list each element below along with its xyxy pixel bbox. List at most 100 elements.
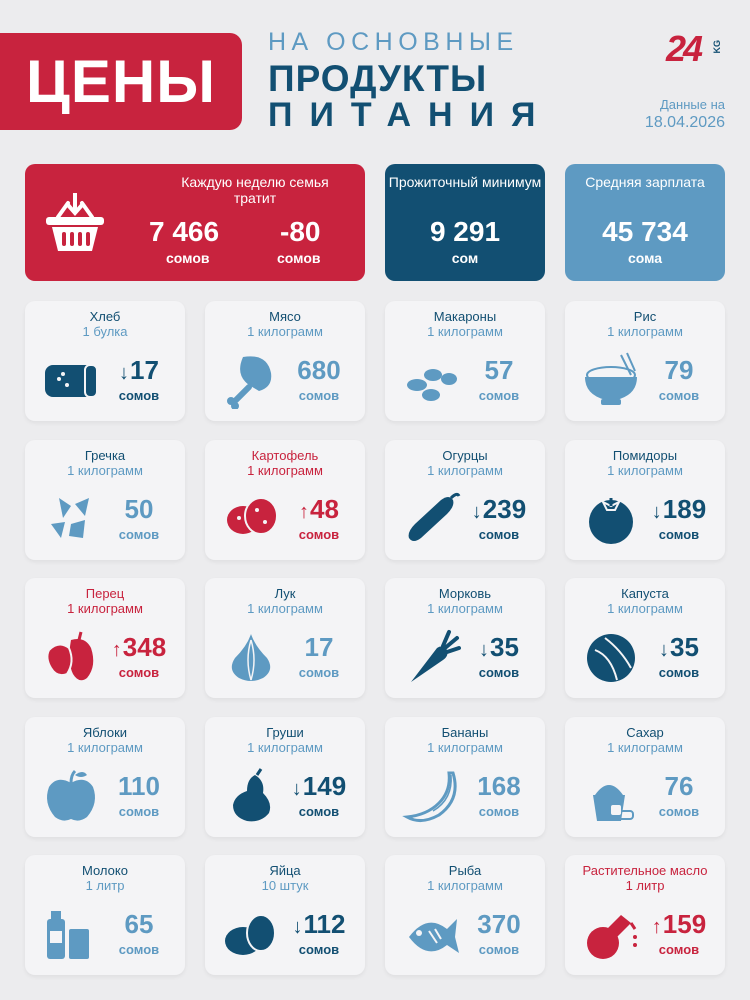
product-name: Рыба: [448, 863, 482, 878]
apple-icon: [47, 769, 95, 821]
product-card: Растительное масло 1 литр ↑159 сомов: [565, 855, 725, 975]
price-currency: сомов: [478, 388, 520, 403]
price-currency: сомов: [118, 665, 160, 680]
price-currency: сомов: [658, 527, 700, 542]
product-card: Сахар 1 килограмм 76 сомов: [565, 717, 725, 837]
product-name: Молоко: [82, 863, 128, 878]
price-currency: сомов: [658, 942, 700, 957]
product-name: Помидоры: [612, 448, 678, 463]
product-name: Растительное масло: [582, 863, 708, 878]
product-price: 79: [633, 355, 725, 386]
price-currency: сомов: [298, 527, 340, 542]
product-price: 370: [453, 909, 545, 940]
onion-icon: [231, 634, 271, 681]
product-unit: 1 килограмм: [247, 740, 323, 755]
cucumber-icon: [408, 492, 461, 541]
page-title: ЦЕНЫ: [0, 33, 242, 130]
pasta-icon: [407, 369, 457, 401]
weekly-spend-card: Каждую неделю семья тратит 7 466 сомов -…: [25, 164, 365, 281]
product-name: Бананы: [441, 725, 489, 740]
product-card: Лук 1 килограмм 17 сомов: [205, 578, 365, 698]
carrot-icon: [411, 630, 461, 682]
price-value: 48: [310, 494, 339, 524]
product-card: Молоко 1 литр 65 сомов: [25, 855, 185, 975]
product-name: Морковь: [438, 586, 492, 601]
price-value: 149: [302, 771, 347, 801]
price-currency: сомов: [658, 665, 700, 680]
price-value: 370: [477, 909, 521, 939]
price-currency: сомов: [658, 804, 700, 819]
product-price: 168: [453, 771, 545, 802]
price-currency: сомов: [478, 665, 520, 680]
arrow-up-icon: ↑: [111, 639, 122, 661]
product-name: Макароны: [433, 309, 497, 324]
product-card: Огурцы 1 килограмм ↓239 сомов: [385, 440, 545, 560]
price-currency: сомов: [118, 527, 160, 542]
product-unit: 1 килограмм: [607, 601, 683, 616]
bread-icon: [45, 364, 98, 398]
product-price: ↓189: [633, 494, 725, 525]
potato-icon: [227, 497, 278, 535]
price-currency: сомов: [478, 804, 520, 819]
product-unit: 1 килограмм: [427, 463, 503, 478]
product-unit: 1 килограмм: [427, 878, 503, 893]
pepper-icon: [46, 631, 94, 681]
price-currency: сомов: [478, 942, 520, 957]
price-value: 110: [118, 771, 160, 801]
product-price: ↓35: [633, 632, 725, 663]
24kg-logo: 24 KG: [666, 28, 726, 72]
product-price: ↑348: [93, 632, 185, 663]
product-unit: 1 килограмм: [247, 601, 323, 616]
product-name: Рис: [633, 309, 657, 324]
arrow-down-icon: ↓: [479, 639, 490, 661]
product-name: Гречка: [84, 448, 126, 463]
product-price: 76: [633, 771, 725, 802]
product-card: Яблоки 1 килограмм 110 сомов: [25, 717, 185, 837]
fish-icon: [409, 919, 459, 953]
product-price: ↓239: [453, 494, 545, 525]
product-unit: 1 килограмм: [67, 601, 143, 616]
product-unit: 1 килограмм: [427, 740, 503, 755]
price-value: 35: [490, 632, 519, 662]
minimum-value: 9 291: [429, 216, 501, 247]
weekly-value: 7 466: [149, 216, 220, 247]
product-card: Груши 1 килограмм ↓149 сомов: [205, 717, 365, 837]
rice-bowl-icon: [585, 352, 637, 405]
product-unit: 1 килограмм: [247, 463, 323, 478]
product-unit: 1 килограмм: [427, 601, 503, 616]
milk-icon: [47, 911, 89, 959]
subtitle-line-2: ПРОДУКТЫ: [268, 58, 488, 99]
product-unit: 1 килограмм: [607, 463, 683, 478]
price-value: 239: [482, 494, 527, 524]
date-value: 18.04.2026: [644, 114, 725, 131]
product-price: 50: [93, 494, 185, 525]
price-currency: сомов: [118, 388, 160, 403]
weekly-change-unit: сомов: [277, 250, 321, 266]
weekly-unit: сомов: [166, 250, 210, 266]
average-salary-card: Средняя зарплата 45 734 сома: [565, 164, 725, 281]
price-value: 348: [122, 632, 167, 662]
living-minimum-card: Прожиточный минимум 9 291 сом: [385, 164, 545, 281]
product-card: Бананы 1 килограмм 168 сомов: [385, 717, 545, 837]
salary-title: Средняя зарплата: [585, 174, 705, 190]
product-name: Яйца: [269, 863, 301, 878]
arrow-down-icon: ↓: [119, 362, 130, 384]
product-card: Морковь 1 килограмм ↓35 сомов: [385, 578, 545, 698]
product-unit: 1 килограмм: [607, 740, 683, 755]
product-card: Перец 1 килограмм ↑348 сомов: [25, 578, 185, 698]
arrow-down-icon: ↓: [291, 778, 302, 800]
product-card: Картофель 1 килограмм ↑48 сомов: [205, 440, 365, 560]
product-card: Капуста 1 килограмм ↓35 сомов: [565, 578, 725, 698]
product-unit: 1 литр: [625, 878, 665, 893]
product-name: Огурцы: [442, 448, 488, 463]
product-name: Картофель: [251, 448, 319, 463]
product-card: Яйца 10 штук ↓112 сомов: [205, 855, 365, 975]
product-card: Гречка 1 килограмм 50 сомов: [25, 440, 185, 560]
product-card: Мясо 1 килограмм 680 сомов: [205, 301, 365, 421]
product-unit: 1 литр: [85, 878, 125, 893]
product-name: Груши: [266, 725, 304, 740]
meat-icon: [227, 356, 272, 409]
price-value: 65: [124, 909, 154, 939]
oil-icon: [587, 915, 637, 959]
price-value: 57: [484, 355, 514, 385]
